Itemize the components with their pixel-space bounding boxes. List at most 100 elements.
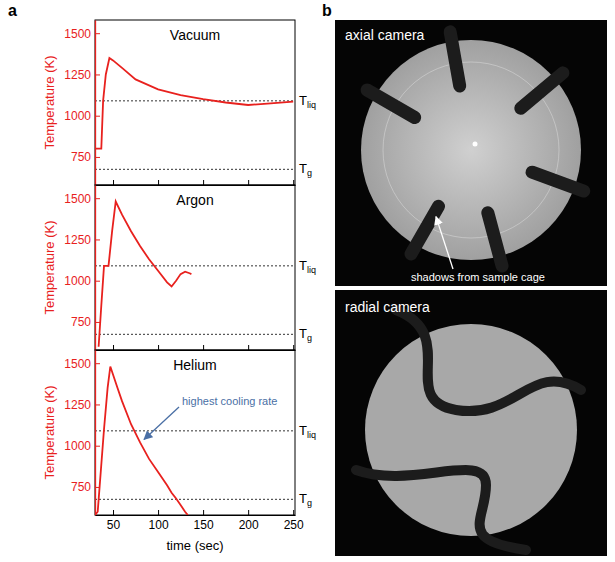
reference-line — [95, 265, 295, 266]
reference-label-sub: g — [307, 168, 312, 178]
annotation-arrow — [144, 407, 179, 439]
plot-frame — [95, 20, 295, 185]
image-background — [335, 290, 607, 556]
panel-label: b — [322, 2, 332, 19]
y-tick-mark — [95, 239, 100, 240]
reference-label-main: T — [299, 423, 307, 438]
y-tick-label: 1250 — [64, 398, 91, 412]
cage-shadow — [367, 90, 415, 118]
panel-title: Vacuum — [170, 27, 220, 43]
y-tick: 1250 — [64, 233, 100, 247]
image-background — [335, 20, 607, 286]
y-tick: 1000 — [64, 109, 100, 123]
reference-label-sub: liq — [307, 100, 316, 110]
reference-label: Tliq — [299, 93, 316, 110]
x-tick: 200 — [239, 510, 259, 532]
x-tick-mark — [203, 510, 204, 515]
panel-label: a — [8, 2, 17, 19]
reference-label-sub: g — [307, 333, 312, 343]
cage-shadow — [411, 206, 439, 254]
cage-shadow — [488, 213, 502, 266]
cage-shadow — [532, 172, 584, 191]
y-tick: 1250 — [64, 398, 100, 412]
plot-frame — [95, 185, 295, 350]
x-tick — [113, 345, 114, 350]
annotation: highest cooling rate — [182, 395, 277, 407]
temperature-line — [95, 58, 293, 149]
temperature-line — [95, 367, 188, 516]
y-tick-label: 1500 — [64, 357, 91, 371]
y-axis-line — [95, 21, 96, 186]
y-axis-title: Temperature (K) — [42, 56, 57, 150]
x-axis: 50 100 150 200 250 — [96, 510, 305, 532]
y-tick: 1500 — [64, 357, 100, 371]
x-axis-line — [96, 515, 296, 516]
y-tick-label: 1250 — [64, 233, 91, 247]
x-tick-label: 150 — [194, 518, 214, 532]
chart-panel: 750100012501500VacuumTemperature (K)Tliq… — [42, 20, 316, 186]
y-tick-label: 1000 — [64, 439, 91, 453]
y-tick-mark — [95, 363, 100, 364]
x-tick-label: 100 — [149, 518, 169, 532]
y-tick: 750 — [71, 480, 100, 494]
y-tick-label: 1250 — [64, 68, 91, 82]
figure: a b 750 1000 1250 1500 Vacuum Temperature (K) Tl… — [0, 0, 615, 562]
chart-panel: 750100012501500ArgonTemperature (K)TliqT… — [42, 185, 316, 351]
reference-label-main: T — [299, 326, 307, 341]
sample-disc — [361, 40, 581, 260]
plot-area — [95, 367, 295, 516]
reference-label-sub: liq — [307, 430, 316, 440]
x-tick-mark — [158, 345, 159, 350]
panel-title: Helium — [173, 357, 217, 373]
x-tick — [158, 345, 159, 350]
cage-shadow — [450, 32, 460, 86]
sample-inner-ring — [383, 62, 559, 238]
reference-label: Tliq — [299, 258, 316, 275]
x-tick: 100 — [149, 510, 169, 532]
image-annotation: shadows from sample cage — [411, 271, 545, 283]
x-tick — [293, 180, 294, 185]
y-tick: 1500 — [64, 27, 100, 41]
x-tick-mark — [158, 180, 159, 185]
reference-label: Tg — [299, 161, 312, 178]
y-axis-title: Temperature (K) — [42, 221, 57, 315]
x-tick-mark — [248, 180, 249, 185]
y-axis: 750100012501500 — [64, 186, 100, 351]
y-axis-title: Temperature (K) — [42, 386, 57, 480]
x-tick — [248, 180, 249, 185]
x-tick-mark — [248, 510, 249, 515]
x-tick-mark — [113, 180, 114, 185]
y-axis: 750 1000 1250 1500 — [64, 351, 100, 516]
y-tick-label: 1500 — [64, 192, 91, 206]
reference-label-main: T — [299, 491, 307, 506]
x-tick-label: 50 — [107, 518, 121, 532]
sample-disc — [365, 324, 577, 536]
reference-line — [95, 100, 295, 101]
y-axis-line — [95, 351, 96, 516]
reference-label-main: T — [299, 258, 307, 273]
y-tick-mark — [95, 487, 100, 488]
y-tick: 1000 — [64, 439, 100, 453]
cage-shadow — [521, 73, 563, 108]
y-tick-mark — [95, 404, 100, 405]
x-tick-mark — [113, 345, 114, 350]
y-tick-mark — [95, 33, 100, 34]
plot-frame — [95, 350, 295, 515]
axial-camera-image: axial camera shadows from sample cage — [335, 20, 607, 286]
y-tick-label: 1500 — [64, 27, 91, 41]
x-tick-mark — [158, 510, 159, 515]
temperature-line — [99, 202, 192, 347]
y-tick-mark — [95, 74, 100, 75]
y-tick-label: 750 — [71, 315, 91, 329]
y-tick-mark — [95, 157, 100, 158]
x-tick-mark — [203, 180, 204, 185]
y-axis-line — [95, 186, 96, 351]
x-tick — [113, 180, 114, 185]
cage-shadow — [356, 470, 526, 550]
x-tick-mark — [293, 345, 294, 350]
plot-area — [95, 58, 295, 169]
x-tick: 150 — [194, 510, 214, 532]
x-tick — [203, 180, 204, 185]
x-tick-label: 250 — [284, 518, 304, 532]
image-label: axial camera — [345, 27, 425, 43]
